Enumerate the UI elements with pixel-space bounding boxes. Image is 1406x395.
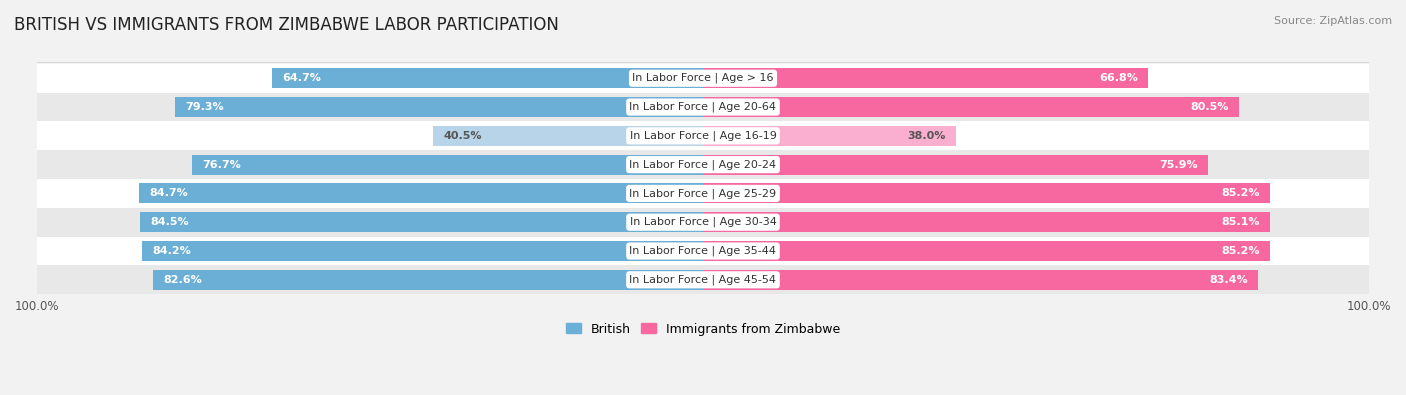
Text: 75.9%: 75.9%	[1160, 160, 1198, 169]
Text: 85.2%: 85.2%	[1222, 246, 1260, 256]
Text: In Labor Force | Age > 16: In Labor Force | Age > 16	[633, 73, 773, 83]
Bar	[193, 154, 703, 175]
Bar	[703, 97, 1239, 117]
Bar	[703, 270, 1258, 290]
Text: In Labor Force | Age 45-54: In Labor Force | Age 45-54	[630, 275, 776, 285]
Bar	[703, 154, 1208, 175]
Bar	[273, 68, 703, 88]
Text: In Labor Force | Age 20-64: In Labor Force | Age 20-64	[630, 102, 776, 112]
Text: 84.2%: 84.2%	[152, 246, 191, 256]
Text: 85.1%: 85.1%	[1220, 217, 1260, 227]
Text: 82.6%: 82.6%	[163, 275, 202, 285]
Bar	[37, 265, 1369, 294]
Bar	[142, 241, 703, 261]
Bar	[37, 64, 1369, 93]
Text: In Labor Force | Age 20-24: In Labor Force | Age 20-24	[630, 159, 776, 170]
Text: 83.4%: 83.4%	[1209, 275, 1249, 285]
Text: Source: ZipAtlas.com: Source: ZipAtlas.com	[1274, 16, 1392, 26]
Text: 79.3%: 79.3%	[186, 102, 224, 112]
Text: 84.5%: 84.5%	[150, 217, 188, 227]
Bar	[37, 237, 1369, 265]
Text: BRITISH VS IMMIGRANTS FROM ZIMBABWE LABOR PARTICIPATION: BRITISH VS IMMIGRANTS FROM ZIMBABWE LABO…	[14, 16, 560, 34]
Text: In Labor Force | Age 30-34: In Labor Force | Age 30-34	[630, 217, 776, 228]
Text: 85.2%: 85.2%	[1222, 188, 1260, 198]
Text: 84.7%: 84.7%	[149, 188, 188, 198]
Bar	[37, 179, 1369, 208]
Text: In Labor Force | Age 35-44: In Labor Force | Age 35-44	[630, 246, 776, 256]
Bar	[37, 208, 1369, 237]
Bar	[37, 121, 1369, 150]
Text: 38.0%: 38.0%	[908, 131, 946, 141]
Bar	[141, 212, 703, 232]
Text: In Labor Force | Age 16-19: In Labor Force | Age 16-19	[630, 131, 776, 141]
Bar	[703, 212, 1270, 232]
Text: 66.8%: 66.8%	[1099, 73, 1137, 83]
Bar	[176, 97, 703, 117]
Bar	[139, 183, 703, 203]
Text: In Labor Force | Age 25-29: In Labor Force | Age 25-29	[630, 188, 776, 199]
Text: 80.5%: 80.5%	[1191, 102, 1229, 112]
Bar	[703, 126, 956, 146]
Bar	[433, 126, 703, 146]
Text: 40.5%: 40.5%	[443, 131, 482, 141]
Bar	[37, 93, 1369, 121]
Text: 76.7%: 76.7%	[202, 160, 240, 169]
Bar	[703, 241, 1270, 261]
Bar	[703, 68, 1147, 88]
Bar	[37, 150, 1369, 179]
Bar	[153, 270, 703, 290]
Bar	[703, 183, 1270, 203]
Legend: British, Immigrants from Zimbabwe: British, Immigrants from Zimbabwe	[561, 318, 845, 341]
Text: 64.7%: 64.7%	[283, 73, 321, 83]
